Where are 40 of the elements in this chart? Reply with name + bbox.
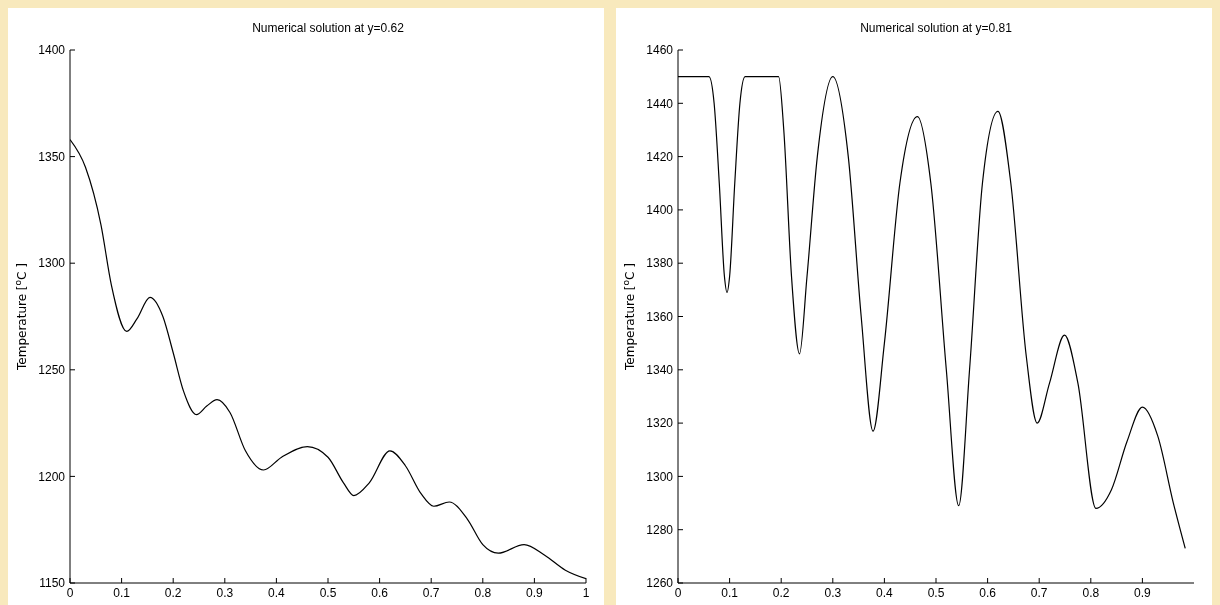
y-tick-label: 1440 (646, 96, 674, 111)
y-tick-label: 1350 (38, 149, 66, 164)
x-tick-label: 0.8 (1082, 585, 1100, 600)
x-tick-label: 0.9 (526, 585, 544, 600)
y-tick-label: 1380 (646, 256, 674, 271)
x-tick-label: 0.3 (216, 585, 234, 600)
y-tick-label: 1280 (646, 522, 674, 537)
x-tick-label: 0.1 (113, 585, 131, 600)
y-tick-label: 1460 (646, 43, 674, 58)
chart-title: Numerical solution at y=0.81 (860, 21, 1013, 35)
x-tick-label: 0.3 (824, 585, 842, 600)
y-tick-label: 1420 (646, 149, 674, 164)
x-tick-label: 0.5 (319, 585, 337, 600)
x-tick-label: 0.6 (979, 585, 997, 600)
x-tick-label: 0.6 (371, 585, 389, 600)
x-tick-label: 0.1 (721, 585, 739, 600)
x-tick-label: 1 (582, 585, 590, 600)
x-tick-label: 0.2 (772, 585, 790, 600)
x-tick-label: 0.9 (1134, 585, 1152, 600)
x-tick-label: 0.4 (876, 585, 894, 600)
y-tick-label: 1400 (38, 43, 66, 58)
y-tick-label: 1260 (646, 576, 674, 591)
x-tick-label: 0.5 (927, 585, 945, 600)
x-tick-label: 0 (674, 585, 682, 600)
y-tick-label: 1200 (38, 469, 66, 484)
x-tick-label: 0.7 (1030, 585, 1048, 600)
x-tick-label: 0.2 (164, 585, 182, 600)
x-tick-label: 0 (66, 585, 74, 600)
y-tick-label: 1150 (39, 576, 66, 591)
y-tick-label: 1340 (646, 363, 674, 378)
chart-title: Numerical solution at y=0.62 (252, 21, 405, 35)
y-tick-label: 1360 (646, 309, 674, 324)
y-tick-label: 1300 (38, 256, 66, 271)
y-tick-label: 1320 (646, 416, 674, 431)
x-tick-label: 0.4 (268, 585, 286, 600)
y-tick-label: 1250 (38, 363, 66, 378)
x-tick-label: 0.8 (474, 585, 492, 600)
y-tick-label: 1300 (646, 469, 674, 484)
y-tick-label: 1400 (646, 203, 674, 218)
x-tick-label: 0.7 (422, 585, 440, 600)
